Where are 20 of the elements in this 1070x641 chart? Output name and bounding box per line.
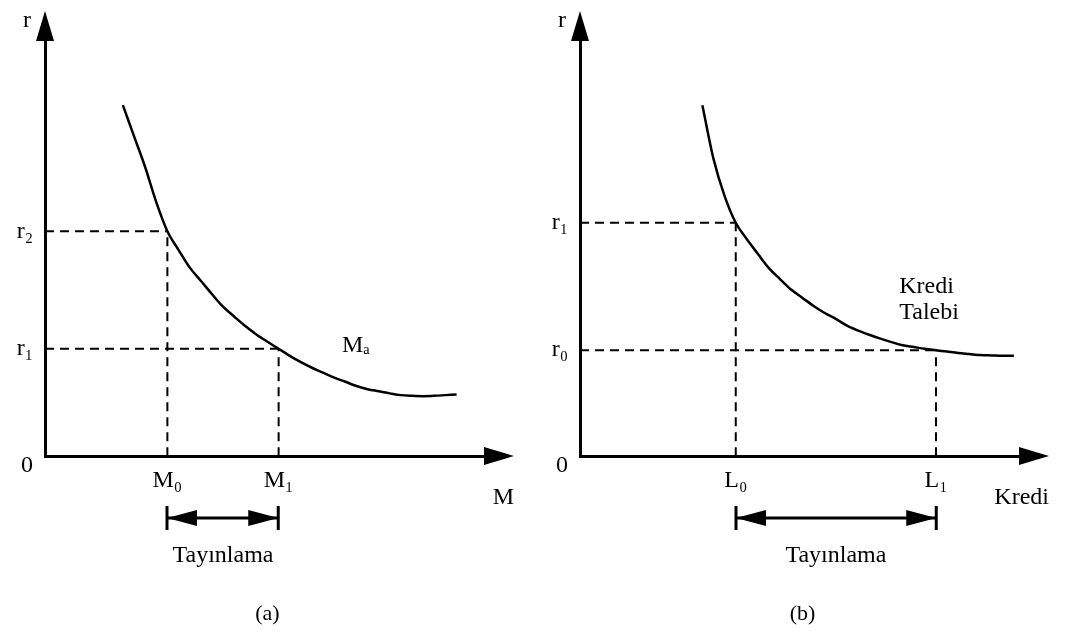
ref-line-label: r₁ — [16, 334, 33, 361]
x-axis-title: M — [492, 483, 514, 510]
x-axis-title: Kredi — [994, 483, 1050, 510]
text: (a) — [254, 600, 281, 626]
series-label: Kredi Talebi — [899, 272, 960, 325]
y-axis-title: r — [558, 6, 566, 33]
text: 0 — [21, 451, 33, 478]
y-axis-title: r — [23, 6, 31, 33]
text: 0 — [556, 451, 568, 478]
text: (b) — [788, 600, 817, 626]
text: Tayınlama — [172, 541, 274, 568]
text: Tayınlama — [785, 541, 887, 568]
ref-line-label: r₂ — [16, 216, 33, 243]
x-tick-label: M₀ — [152, 465, 183, 492]
x-tick-label: L₁ — [924, 465, 948, 492]
x-tick-label: M₁ — [263, 465, 294, 492]
series-label: Mₐ — [342, 331, 371, 358]
ref-line-label: r₀ — [551, 335, 568, 362]
x-tick-label: L₀ — [724, 465, 748, 492]
ref-line-label: r₁ — [551, 208, 568, 235]
